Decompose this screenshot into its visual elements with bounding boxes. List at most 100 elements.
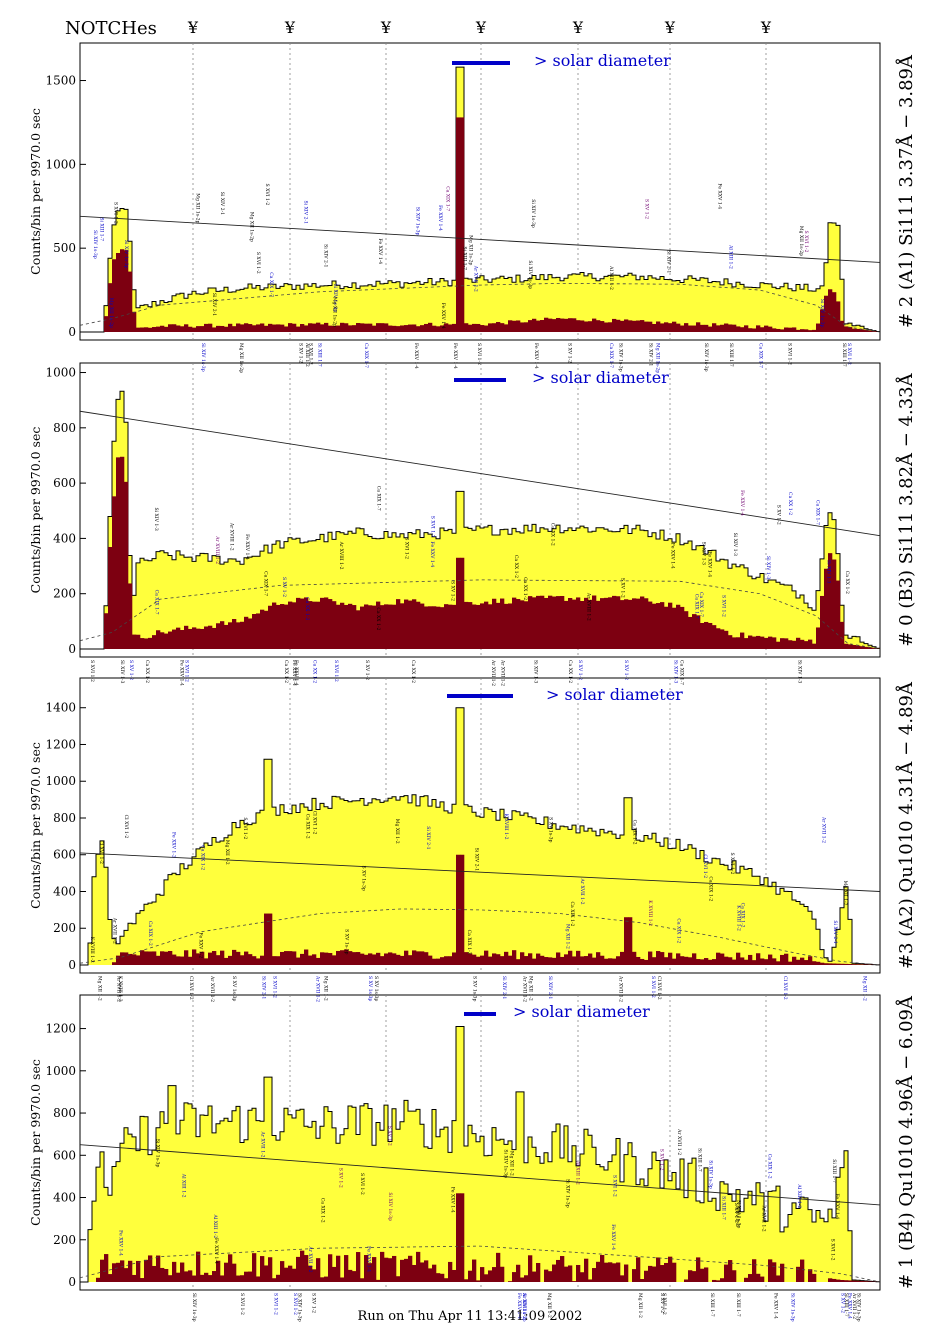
total-count-bar: [228, 558, 233, 649]
component-count-bar: [564, 954, 569, 965]
component-count-bar: [420, 603, 425, 649]
component-count-bar: [324, 952, 329, 965]
component-count-bar: [516, 1264, 521, 1282]
component-count-bar: [720, 324, 725, 332]
component-count-bar: [524, 956, 529, 965]
component-count-bar: [612, 595, 617, 649]
line-id-annotation-below: Mg XII 1s-2p: [238, 343, 244, 373]
total-count-bar: [832, 222, 837, 332]
component-count-bar: [500, 598, 505, 649]
line-id-annotation: S XV 1s-3p: [344, 929, 350, 954]
component-count-bar: [772, 958, 777, 965]
component-count-bar: [204, 1272, 209, 1282]
component-count-bar: [784, 638, 789, 649]
total-count-bar: [292, 289, 297, 332]
component-count-bar: [456, 117, 461, 332]
total-count-bar: [720, 559, 725, 649]
total-count-bar: [740, 564, 745, 649]
total-count-bar: [224, 562, 229, 649]
component-count-bar: [804, 329, 809, 332]
total-count-bar: [512, 528, 517, 649]
component-count-bar: [624, 599, 629, 649]
line-id-annotation: S XVI 1-2: [803, 231, 809, 253]
component-count-bar: [372, 1257, 377, 1282]
total-count-bar: [716, 858, 721, 965]
total-count-bar: [468, 528, 473, 649]
component-count-bar: [368, 323, 373, 332]
total-count-bar: [740, 866, 745, 965]
component-count-bar: [196, 628, 201, 649]
total-count-bar: [372, 538, 377, 649]
component-count-bar: [844, 643, 849, 649]
total-count-bar: [132, 289, 137, 332]
component-count-bar: [404, 950, 409, 965]
total-count-bar: [536, 532, 541, 649]
background-trend-line: [80, 852, 880, 892]
component-count-bar: [252, 1253, 257, 1282]
total-count-bar: [204, 553, 209, 649]
component-count-bar: [448, 604, 453, 649]
total-count-bar: [264, 545, 269, 649]
component-count-bar: [296, 597, 301, 649]
component-count-bar: [284, 1267, 289, 1282]
total-count-bar: [252, 823, 257, 965]
total-count-bar: [580, 272, 585, 332]
component-count-bar: [660, 1265, 665, 1282]
total-count-bar: [688, 844, 693, 965]
total-count-bar: [436, 1136, 441, 1282]
total-count-bar: [548, 1161, 553, 1282]
total-count-bar: [372, 798, 377, 965]
total-count-bar: [316, 287, 321, 332]
total-count-bar: [168, 555, 173, 649]
component-count-bar: [200, 628, 205, 649]
component-count-bar: [140, 950, 145, 965]
total-count-bar: [840, 907, 845, 965]
total-count-bar: [668, 279, 673, 332]
component-count-bar: [488, 323, 493, 332]
component-count-bar: [520, 952, 525, 965]
total-count-bar: [596, 527, 601, 649]
total-count-bar: [196, 1136, 201, 1282]
component-count-bar: [300, 324, 305, 332]
component-count-bar: [260, 609, 265, 649]
component-count-bar: [348, 951, 353, 965]
total-count-bar: [832, 947, 837, 965]
component-count-bar: [240, 324, 245, 332]
total-count-bar: [284, 1108, 289, 1282]
total-count-bar: [664, 838, 669, 965]
total-count-bar: [784, 584, 789, 649]
total-count-bar: [760, 573, 765, 649]
component-count-bar: [868, 330, 873, 332]
total-count-bar: [700, 1202, 705, 1282]
total-count-bar: [688, 541, 693, 649]
total-count-bar: [396, 281, 401, 332]
line-id-annotation-below: Fe XXV 1-4: [291, 660, 297, 686]
line-id-annotation: Ar XVII 1-2: [260, 1131, 266, 1158]
total-count-bar: [596, 1164, 601, 1282]
chart-panel-4: S XV 1-2Al XIII 1-2S XV 1-2Fe XXV 1-4Fe …: [28, 994, 917, 1322]
total-count-bar: [584, 1129, 589, 1282]
component-count-bar: [492, 598, 497, 649]
total-count-bar: [624, 275, 629, 332]
total-count-bar: [380, 802, 385, 965]
total-count-bar: [528, 530, 533, 649]
component-count-bar: [132, 311, 137, 332]
line-id-annotation: Ca XX 1-2: [787, 492, 793, 515]
total-count-bar: [292, 539, 297, 649]
total-count-bar: [484, 807, 489, 965]
component-count-bar: [492, 323, 497, 332]
component-count-bar: [500, 1266, 505, 1282]
line-id-annotation-below: Fe XXV 1-4: [516, 1293, 522, 1319]
component-count-bar: [772, 328, 777, 332]
total-count-bar: [392, 282, 397, 332]
component-count-bar: [548, 957, 553, 965]
total-count-bar: [680, 282, 685, 332]
line-id-annotation: Mg XII 1s-2p: [468, 235, 474, 265]
total-count-bar: [676, 839, 681, 965]
component-count-bar: [692, 614, 697, 649]
total-count-bar: [848, 638, 853, 649]
component-count-bar: [424, 606, 429, 649]
total-count-bar: [448, 285, 453, 332]
line-id-annotation: Ca XX 1-2: [522, 577, 528, 600]
total-count-bar: [260, 289, 265, 332]
